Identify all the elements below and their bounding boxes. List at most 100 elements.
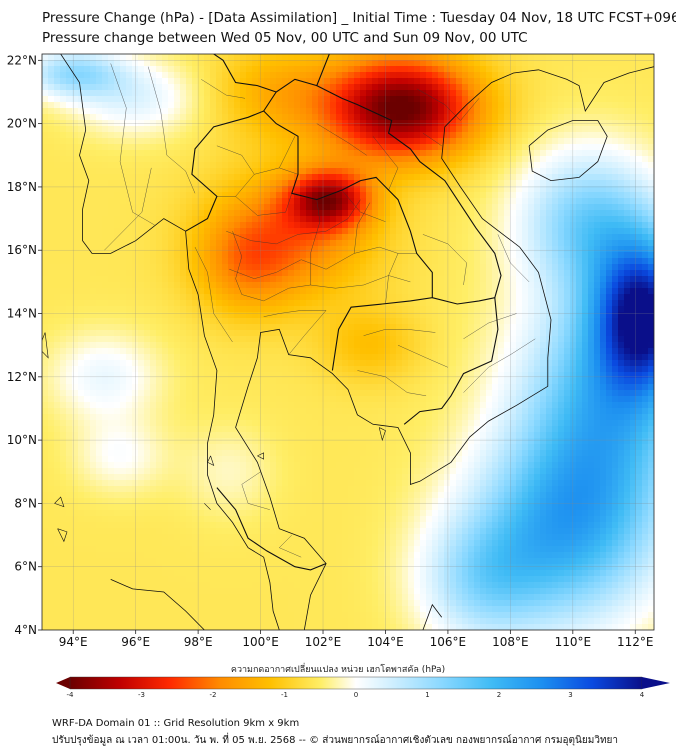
- field-cell: [612, 324, 619, 331]
- field-cell: [78, 324, 85, 331]
- field-cell: [144, 222, 151, 229]
- field-cell: [54, 150, 61, 157]
- field-cell: [120, 174, 127, 181]
- field-cell: [180, 192, 187, 199]
- field-cell: [630, 144, 637, 151]
- field-cell: [342, 252, 349, 259]
- field-cell: [414, 330, 421, 337]
- field-cell: [426, 318, 433, 325]
- field-cell: [432, 156, 439, 163]
- field-cell: [516, 318, 523, 325]
- field-cell: [558, 336, 565, 343]
- field-cell: [180, 324, 187, 331]
- field-cell: [108, 336, 115, 343]
- field-cell: [60, 288, 67, 295]
- field-cell: [126, 318, 133, 325]
- field-cell: [228, 162, 235, 169]
- field-cell: [336, 300, 343, 307]
- field-cell: [420, 108, 427, 115]
- field-cell: [48, 114, 55, 121]
- field-cell: [66, 228, 73, 235]
- field-cell: [54, 126, 61, 133]
- field-cell: [318, 150, 325, 157]
- field-cell: [402, 162, 409, 169]
- field-cell: [156, 168, 163, 175]
- field-cell: [318, 156, 325, 163]
- field-cell: [474, 288, 481, 295]
- field-cell: [66, 312, 73, 319]
- field-cell: [426, 228, 433, 235]
- field-cell: [360, 162, 367, 169]
- field-cell: [144, 234, 151, 241]
- field-cell: [114, 288, 121, 295]
- field-cell: [612, 246, 619, 253]
- field-cell: [600, 198, 607, 205]
- field-cell: [318, 240, 325, 247]
- field-cell: [486, 330, 493, 337]
- field-cell: [552, 318, 559, 325]
- field-cell: [168, 114, 175, 121]
- field-cell: [264, 342, 271, 349]
- field-cell: [570, 120, 577, 127]
- field-cell: [306, 66, 313, 73]
- field-cell: [594, 132, 601, 139]
- field-cell: [198, 72, 205, 79]
- field-cell: [546, 180, 553, 187]
- field-cell: [306, 216, 313, 223]
- field-cell: [252, 282, 259, 289]
- field-cell: [342, 270, 349, 277]
- field-cell: [270, 234, 277, 241]
- field-cell: [210, 108, 217, 115]
- field-cell: [342, 138, 349, 145]
- field-cell: [198, 54, 205, 61]
- field-cell: [174, 330, 181, 337]
- field-cell: [366, 108, 373, 115]
- field-cell: [612, 318, 619, 325]
- field-cell: [564, 174, 571, 181]
- field-cell: [612, 264, 619, 271]
- field-cell: [204, 90, 211, 97]
- field-cell: [60, 150, 67, 157]
- field-cell: [342, 258, 349, 265]
- field-cell: [648, 216, 654, 223]
- field-cell: [120, 54, 127, 61]
- field-cell: [492, 186, 499, 193]
- field-cell: [396, 174, 403, 181]
- field-cell: [354, 78, 361, 85]
- field-cell: [618, 204, 625, 211]
- field-cell: [564, 258, 571, 265]
- field-cell: [504, 276, 511, 283]
- field-cell: [210, 342, 217, 349]
- field-cell: [216, 150, 223, 157]
- field-cell: [96, 126, 103, 133]
- field-cell: [162, 306, 169, 313]
- field-cell: [444, 72, 451, 79]
- field-cell: [78, 300, 85, 307]
- field-cell: [486, 336, 493, 343]
- field-cell: [90, 240, 97, 247]
- field-cell: [612, 174, 619, 181]
- field-cell: [546, 216, 553, 223]
- field-cell: [324, 270, 331, 277]
- field-cell: [192, 186, 199, 193]
- field-cell: [438, 342, 445, 349]
- field-cell: [138, 240, 145, 247]
- field-cell: [252, 270, 259, 277]
- field-cell: [246, 264, 253, 271]
- field-cell: [558, 234, 565, 241]
- field-cell: [642, 102, 649, 109]
- field-cell: [102, 318, 109, 325]
- field-cell: [390, 66, 397, 73]
- field-cell: [468, 78, 475, 85]
- field-cell: [384, 54, 391, 61]
- field-cell: [264, 174, 271, 181]
- field-cell: [486, 270, 493, 277]
- field-cell: [114, 138, 121, 145]
- field-cell: [120, 84, 127, 91]
- field-cell: [258, 96, 265, 103]
- field-cell: [222, 72, 229, 79]
- field-cell: [600, 246, 607, 253]
- field-cell: [192, 294, 199, 301]
- field-cell: [552, 102, 559, 109]
- field-cell: [336, 318, 343, 325]
